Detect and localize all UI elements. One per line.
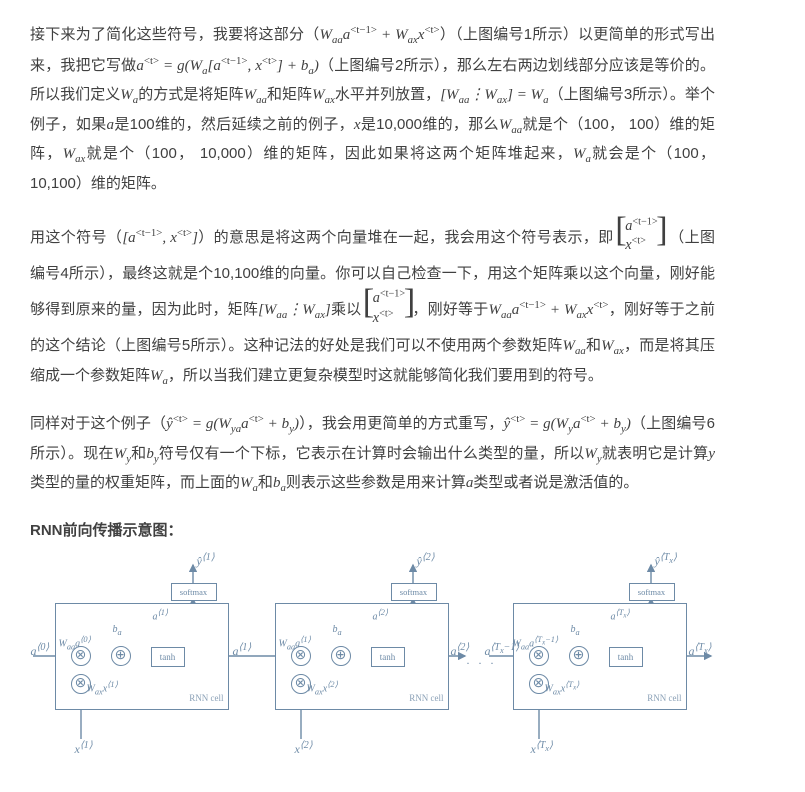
oplus-node: ⊕ [331,646,351,666]
diagram-title: RNN前向传播示意图： [30,517,715,546]
label-ainT: a⟨Tx⟩ [611,609,630,622]
softmax-node: softmax [171,583,217,601]
label-WaaT: Waaa⟨Tx−1⟩ [513,636,559,652]
label-y1: ŷ⟨1⟩ [197,553,215,567]
label-Wax1: Waxx⟨1⟩ [87,681,118,697]
label-aTx: a⟨Tx⟩ [689,643,712,657]
label-ba: ba [113,625,122,637]
cell-name: RNN cell [647,690,681,707]
tanh-node: tanh [371,647,405,667]
cell-name: RNN cell [409,690,443,707]
label-y2: ŷ⟨2⟩ [417,553,435,567]
label-Wax2: Waxx⟨2⟩ [307,681,338,697]
label-a2: a⟨2⟩ [451,643,470,657]
softmax-node: softmax [391,583,437,601]
label-ain1: a⟨1⟩ [153,609,169,622]
label-Waa0: Waaa⟨0⟩ [59,636,91,652]
oplus-node: ⊕ [569,646,589,666]
paragraph-3: 同样对于这个例子（ŷ<t> = g(Wyaa<t> + by)），我会用更简单的… [30,409,715,499]
label-xT: x⟨Tx⟩ [531,741,553,755]
label-x1: x⟨1⟩ [75,741,93,755]
paragraph-1: 接下来为了简化这些符号，我要将这部分（Waaa<t−1> + Waxx<t>）（… [30,20,715,198]
cell-name: RNN cell [189,690,223,707]
tanh-node: tanh [151,647,185,667]
label-ba: ba [571,625,580,637]
label-x2: x⟨2⟩ [295,741,313,755]
label-ba: ba [333,625,342,637]
label-a0: a⟨0⟩ [31,643,50,657]
label-a1: a⟨1⟩ [233,643,252,657]
rnn-forward-diagram: RNN cell RNN cell RNN cell ⊗ ⊗ ⊕ tanh so… [33,559,713,754]
label-WaxT: Waxx⟨Tx⟩ [545,681,580,697]
label-yT: ŷ⟨Tx⟩ [655,553,677,567]
oplus-node: ⊕ [111,646,131,666]
label-Waa1: Waaa⟨1⟩ [279,636,311,652]
tanh-node: tanh [609,647,643,667]
label-ain2: a⟨2⟩ [373,609,389,622]
softmax-node: softmax [629,583,675,601]
paragraph-2: 用这个符号（[a<t−1>, x<t>]）的意思是将这两个向量堆在一起，我会用这… [30,216,715,391]
